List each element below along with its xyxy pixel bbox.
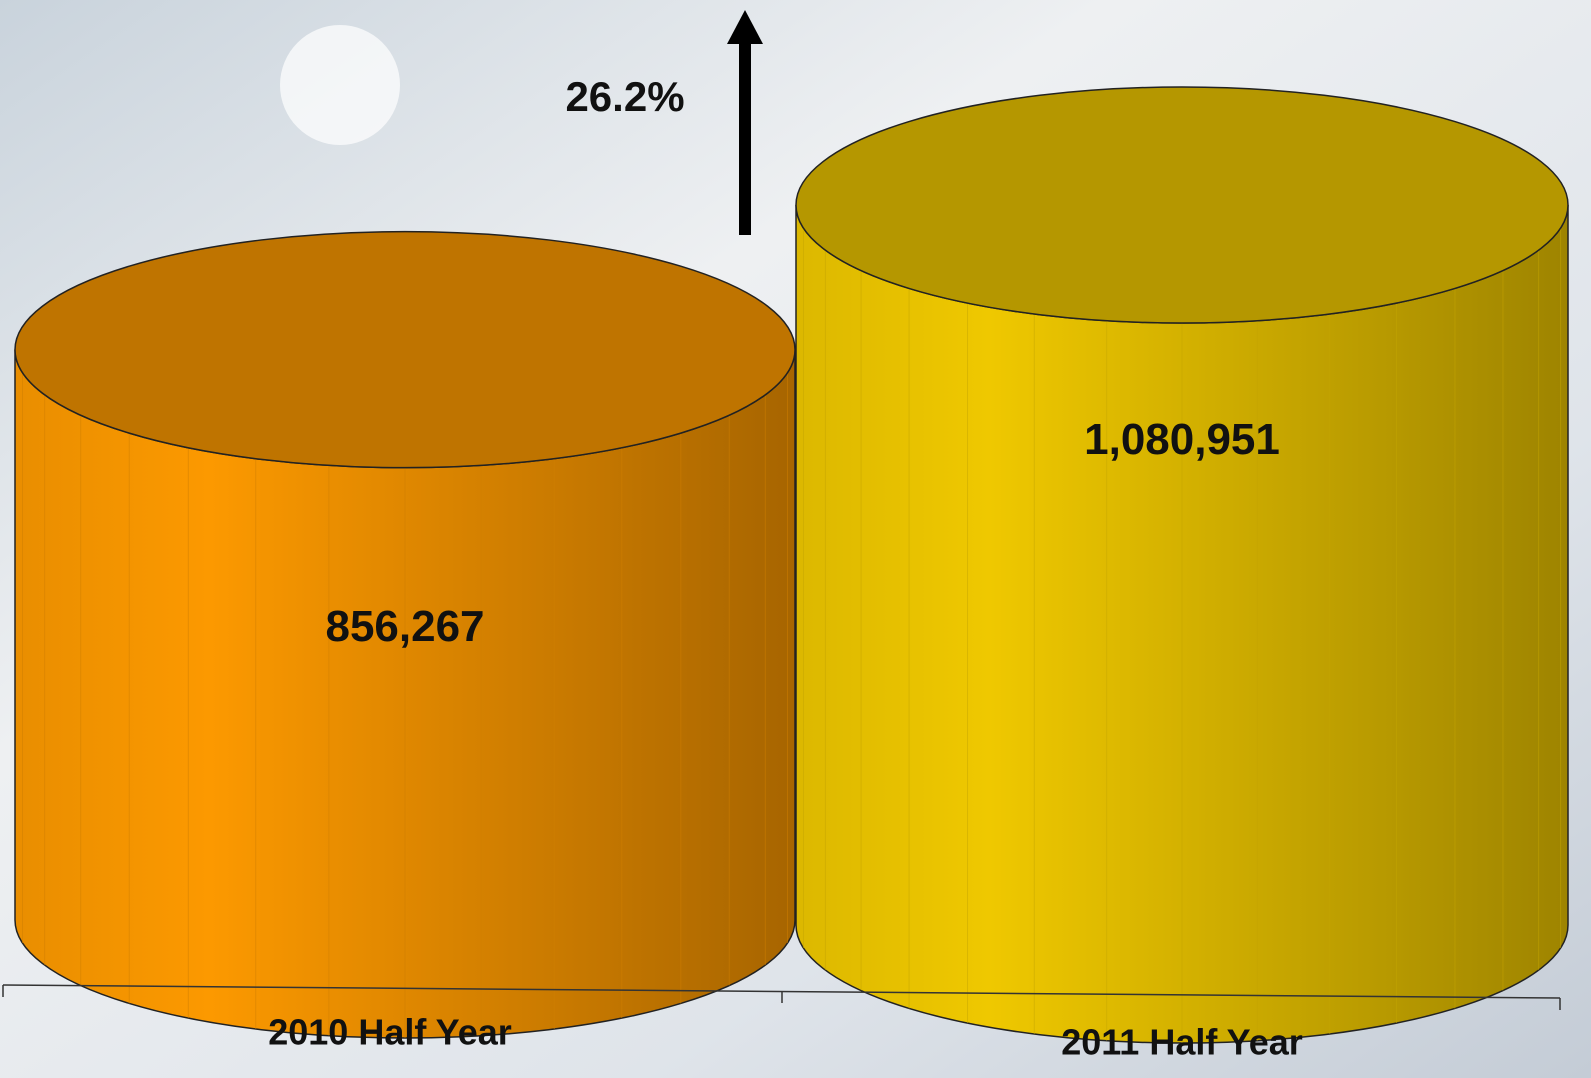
value-label: 856,267	[325, 602, 484, 651]
background-glow	[280, 25, 400, 145]
cylinder-top	[14, 230, 796, 469]
bars: 856,267 2010 Half Year 1,080,951 2011 Half …	[14, 86, 1569, 1063]
cylinder-top	[795, 86, 1569, 324]
x-tick-label: 2010 Half Year	[268, 1012, 512, 1053]
growth-annotation: 26.2%	[565, 73, 684, 120]
value-label: 1,080,951	[1084, 415, 1280, 464]
x-tick-label: 2011 Half Year	[1061, 1022, 1303, 1063]
growth-arrow-head	[727, 10, 763, 44]
